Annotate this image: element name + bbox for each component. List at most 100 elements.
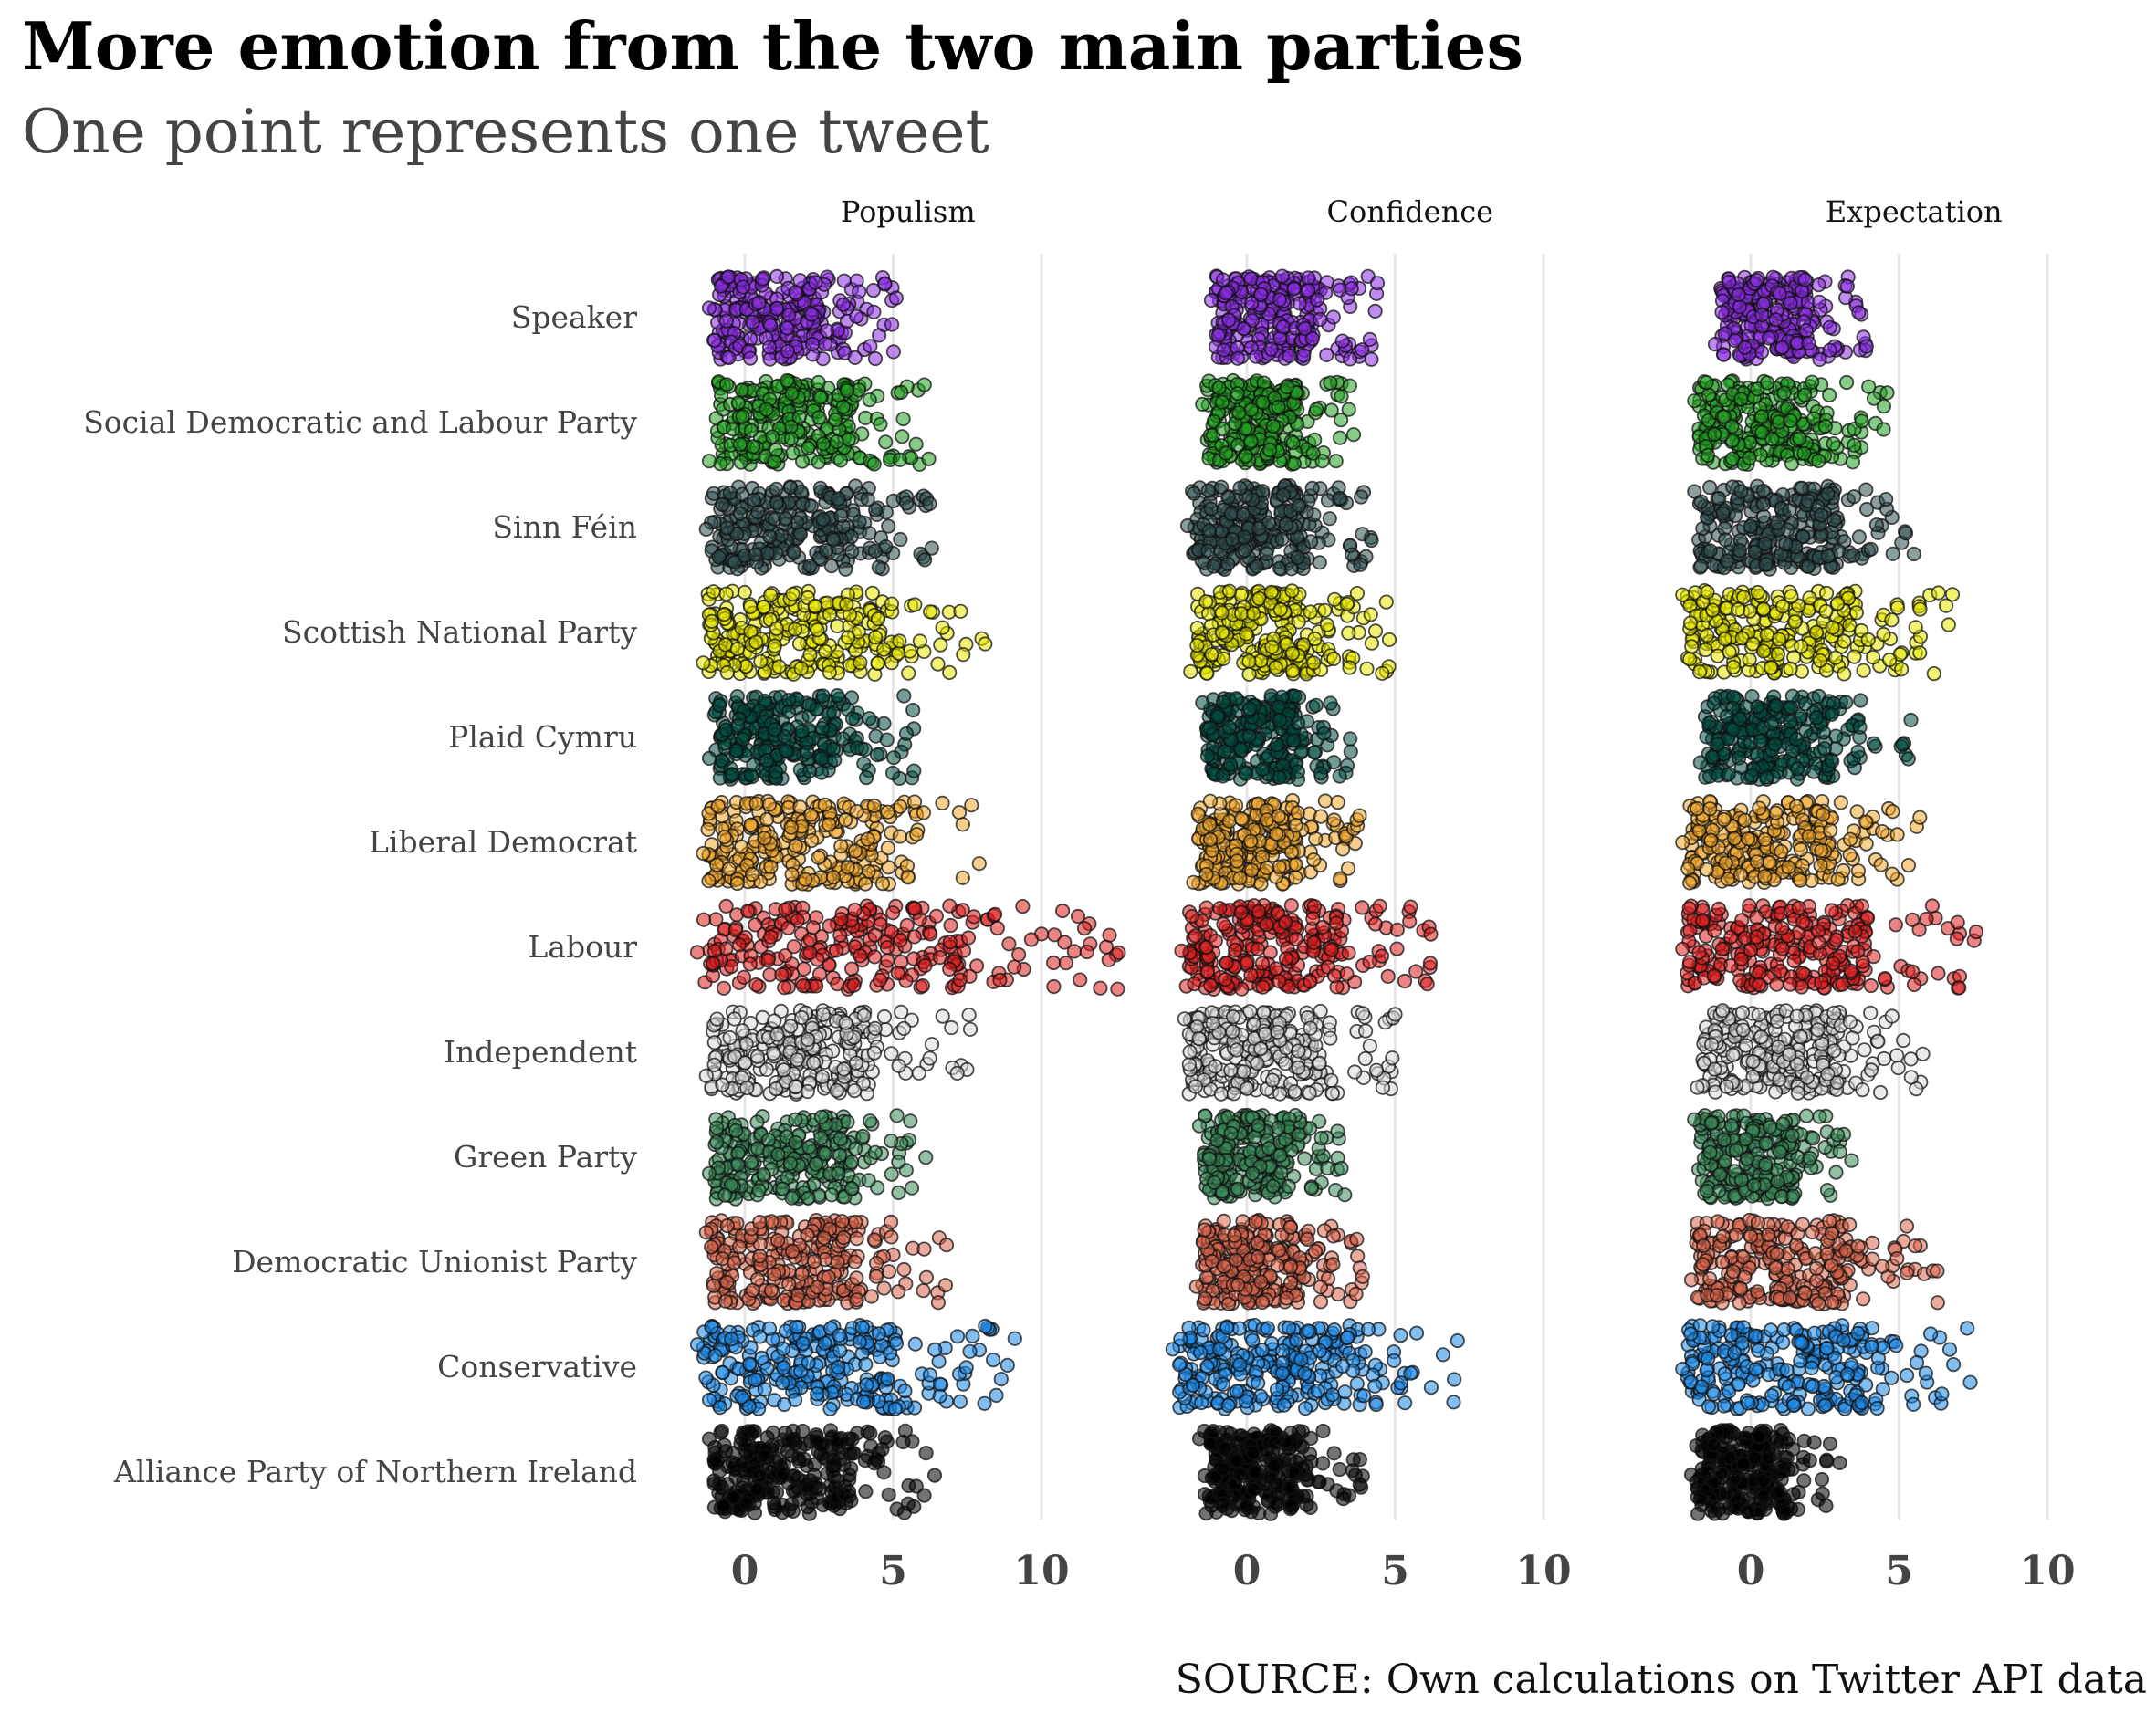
data-point bbox=[1774, 340, 1790, 355]
data-point bbox=[890, 966, 905, 981]
data-point bbox=[1716, 811, 1732, 828]
data-point bbox=[1055, 903, 1071, 919]
data-point bbox=[1362, 331, 1377, 347]
data-point bbox=[1308, 831, 1324, 847]
y-category-label: Green Party bbox=[454, 1139, 637, 1175]
data-point bbox=[1889, 600, 1905, 616]
data-point bbox=[988, 906, 1003, 922]
data-point bbox=[1007, 959, 1022, 975]
data-point bbox=[1826, 512, 1842, 528]
x-tick-label: 5 bbox=[879, 1548, 907, 1594]
data-point bbox=[780, 343, 796, 359]
data-point bbox=[1290, 764, 1306, 779]
data-point bbox=[1319, 347, 1334, 362]
data-point bbox=[781, 307, 797, 323]
point-group bbox=[1687, 373, 1895, 472]
data-point bbox=[733, 455, 748, 470]
data-point bbox=[1762, 854, 1777, 871]
data-point bbox=[1023, 932, 1040, 947]
data-point bbox=[1221, 312, 1237, 328]
data-point bbox=[793, 484, 809, 500]
data-point bbox=[1749, 854, 1764, 870]
data-point bbox=[1263, 584, 1279, 601]
data-point bbox=[1772, 286, 1787, 301]
data-point bbox=[1189, 620, 1205, 636]
data-point bbox=[1820, 486, 1836, 502]
data-point bbox=[793, 661, 809, 676]
data-point bbox=[761, 340, 778, 355]
data-point bbox=[1756, 643, 1772, 659]
data-point bbox=[1238, 766, 1254, 781]
data-point bbox=[849, 740, 865, 756]
data-point bbox=[780, 372, 795, 389]
data-point bbox=[839, 597, 854, 612]
data-point bbox=[718, 898, 734, 914]
data-point bbox=[1793, 841, 1809, 858]
data-point bbox=[1884, 612, 1900, 628]
data-point bbox=[917, 957, 933, 974]
x-tick-label: 0 bbox=[1233, 1548, 1261, 1594]
data-point bbox=[1692, 664, 1708, 680]
data-point bbox=[1077, 921, 1093, 936]
data-point bbox=[769, 268, 785, 284]
point-group bbox=[1203, 268, 1386, 367]
data-point bbox=[1287, 688, 1303, 704]
data-point bbox=[1234, 810, 1250, 827]
data-point bbox=[1926, 665, 1941, 682]
data-point bbox=[1303, 604, 1318, 620]
data-point bbox=[701, 454, 717, 469]
data-point bbox=[885, 905, 901, 921]
data-point bbox=[1882, 652, 1898, 668]
data-point bbox=[1297, 320, 1313, 336]
data-point bbox=[1210, 709, 1226, 725]
data-point bbox=[729, 641, 746, 657]
data-point bbox=[1837, 633, 1852, 649]
data-point bbox=[1326, 812, 1342, 828]
data-point bbox=[725, 422, 741, 437]
data-point bbox=[805, 920, 821, 935]
data-point bbox=[778, 902, 793, 917]
data-point bbox=[870, 611, 886, 627]
data-point bbox=[1369, 276, 1386, 291]
data-point bbox=[763, 318, 779, 333]
data-point bbox=[1699, 862, 1714, 877]
data-point bbox=[837, 812, 853, 828]
data-point bbox=[1788, 731, 1805, 747]
data-point bbox=[1046, 978, 1062, 995]
data-point bbox=[706, 332, 723, 348]
data-point bbox=[1794, 639, 1809, 654]
data-point bbox=[1856, 663, 1871, 678]
data-point bbox=[872, 972, 888, 988]
data-point bbox=[1858, 339, 1874, 354]
data-point bbox=[1802, 590, 1817, 606]
data-point bbox=[800, 744, 815, 760]
data-point bbox=[846, 977, 862, 993]
data-point bbox=[1326, 651, 1342, 667]
data-point bbox=[1342, 378, 1357, 393]
data-point bbox=[1750, 747, 1765, 763]
data-point bbox=[1327, 591, 1343, 607]
point-group bbox=[698, 478, 939, 577]
data-point bbox=[844, 711, 861, 726]
data-point bbox=[748, 634, 764, 650]
data-point bbox=[1110, 981, 1125, 997]
point-group bbox=[1195, 372, 1362, 472]
point-group bbox=[701, 372, 937, 472]
data-point bbox=[1285, 435, 1301, 451]
data-point bbox=[878, 434, 894, 450]
data-point bbox=[1768, 312, 1784, 328]
point-group bbox=[689, 898, 1126, 997]
data-point bbox=[1332, 490, 1347, 507]
data-point bbox=[892, 452, 908, 467]
data-point bbox=[1244, 862, 1260, 878]
data-point bbox=[1272, 712, 1288, 728]
data-point bbox=[819, 323, 835, 339]
y-category-label: Scottish National Party bbox=[282, 614, 637, 650]
data-point bbox=[745, 314, 760, 329]
data-point bbox=[802, 945, 818, 961]
data-point bbox=[1223, 757, 1239, 772]
data-point bbox=[1700, 584, 1715, 600]
data-point bbox=[1825, 620, 1840, 635]
data-point bbox=[867, 543, 883, 559]
data-point bbox=[1312, 555, 1327, 570]
